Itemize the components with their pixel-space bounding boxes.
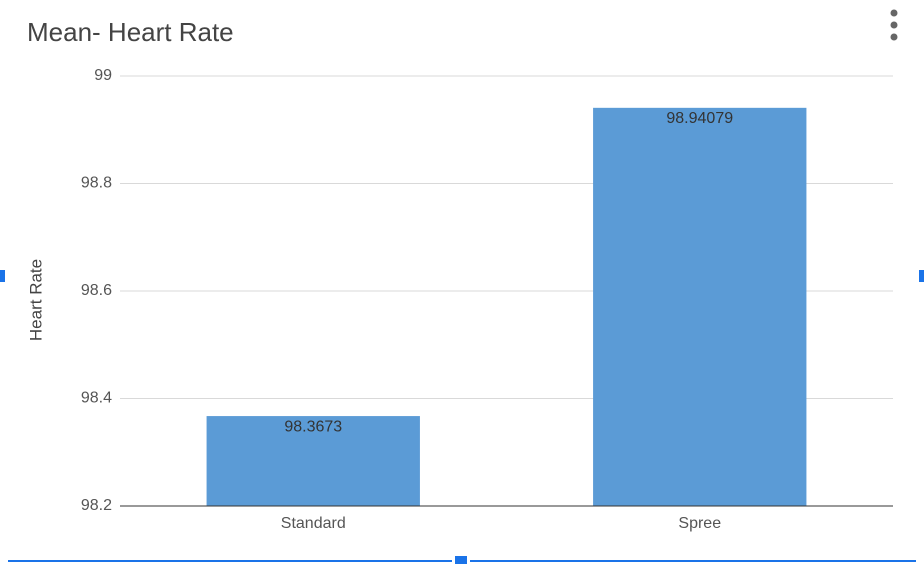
- value-label: 98.3673: [284, 418, 342, 435]
- bar: [206, 416, 420, 506]
- handle: [919, 270, 924, 282]
- menu-icon[interactable]: [890, 9, 898, 41]
- menu-dot: [890, 21, 898, 29]
- y-tick-label: 98.8: [81, 175, 112, 192]
- x-tick-label: Standard: [281, 515, 346, 532]
- y-tick-label: 98.2: [81, 497, 112, 514]
- x-tick-label: Spree: [678, 515, 721, 532]
- menu-dot: [890, 33, 898, 41]
- y-axis-label: Heart Rate: [26, 259, 45, 341]
- y-tick-label: 99: [94, 67, 112, 84]
- handle: [0, 270, 5, 282]
- handle: [455, 556, 467, 564]
- bar: [593, 107, 807, 506]
- y-tick-label: 98.4: [81, 390, 112, 407]
- menu-dot: [890, 9, 898, 17]
- y-tick-label: 98.6: [81, 282, 112, 299]
- frame-edge: [8, 560, 452, 562]
- value-label: 98.94079: [666, 110, 733, 127]
- chart-title: Mean- Heart Rate: [27, 17, 234, 47]
- selection-frame: [0, 270, 924, 564]
- frame-edge: [470, 560, 916, 562]
